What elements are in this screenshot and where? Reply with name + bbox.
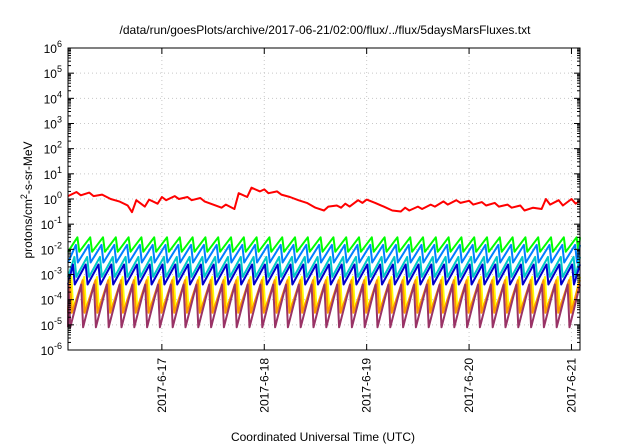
series-line: [67, 186, 581, 214]
y-tick-label: 104: [44, 89, 62, 106]
y-axis-label-tail: -s-sr-MeV: [21, 141, 35, 194]
y-tick-label: 100: [44, 190, 62, 207]
y-tick-label: 10-3: [41, 266, 62, 283]
y-tick-label: 10-4: [41, 291, 62, 308]
y-tick-label: 10-5: [41, 316, 62, 333]
x-tick-label: 2017-6-20: [462, 358, 476, 413]
y-axis-label-base: protons/cm: [21, 199, 35, 258]
series-line: [67, 236, 581, 253]
x-tick-label: 2017-6-18: [257, 358, 271, 413]
x-tick-label: 2017-6-19: [360, 358, 374, 413]
y-tick-label: 106: [44, 39, 62, 56]
y-tick-label: 105: [44, 64, 62, 81]
x-axis-label: Coordinated Universal Time (UTC): [231, 430, 415, 444]
y-tick-label: 102: [44, 140, 62, 157]
series-line: [67, 243, 581, 264]
y-tick-label: 103: [44, 115, 62, 132]
series-line: [67, 263, 581, 286]
grid-lines: [68, 48, 580, 350]
series-group: [67, 186, 581, 329]
x-tick-label: 2017-6-17: [155, 358, 169, 413]
x-axis-ticks: 2017-6-17 2017-6-18 2017-6-19 2017-6-20 2017…: [155, 48, 578, 413]
y-axis-ticks: 10-6 10-5 10-4 10-3 10-2 10-1 100 101 102 103 104 1…: [41, 39, 580, 358]
y-tick-label: 10-6: [41, 341, 62, 358]
series-line: [67, 283, 581, 329]
x-tick-label: 2017-6-21: [564, 358, 578, 413]
y-tick-label: 101: [44, 165, 62, 182]
y-tick-label: 10-1: [41, 215, 62, 232]
y-axis-label: protons/cm2-s-sr-MeV: [19, 141, 35, 258]
y-axis-label-sup: 2: [19, 194, 29, 199]
series-line: [67, 255, 581, 278]
y-tick-label: 10-2: [41, 240, 62, 257]
chart-title: /data/run/goesPlots/archive/2017-06-21/0…: [120, 23, 532, 37]
